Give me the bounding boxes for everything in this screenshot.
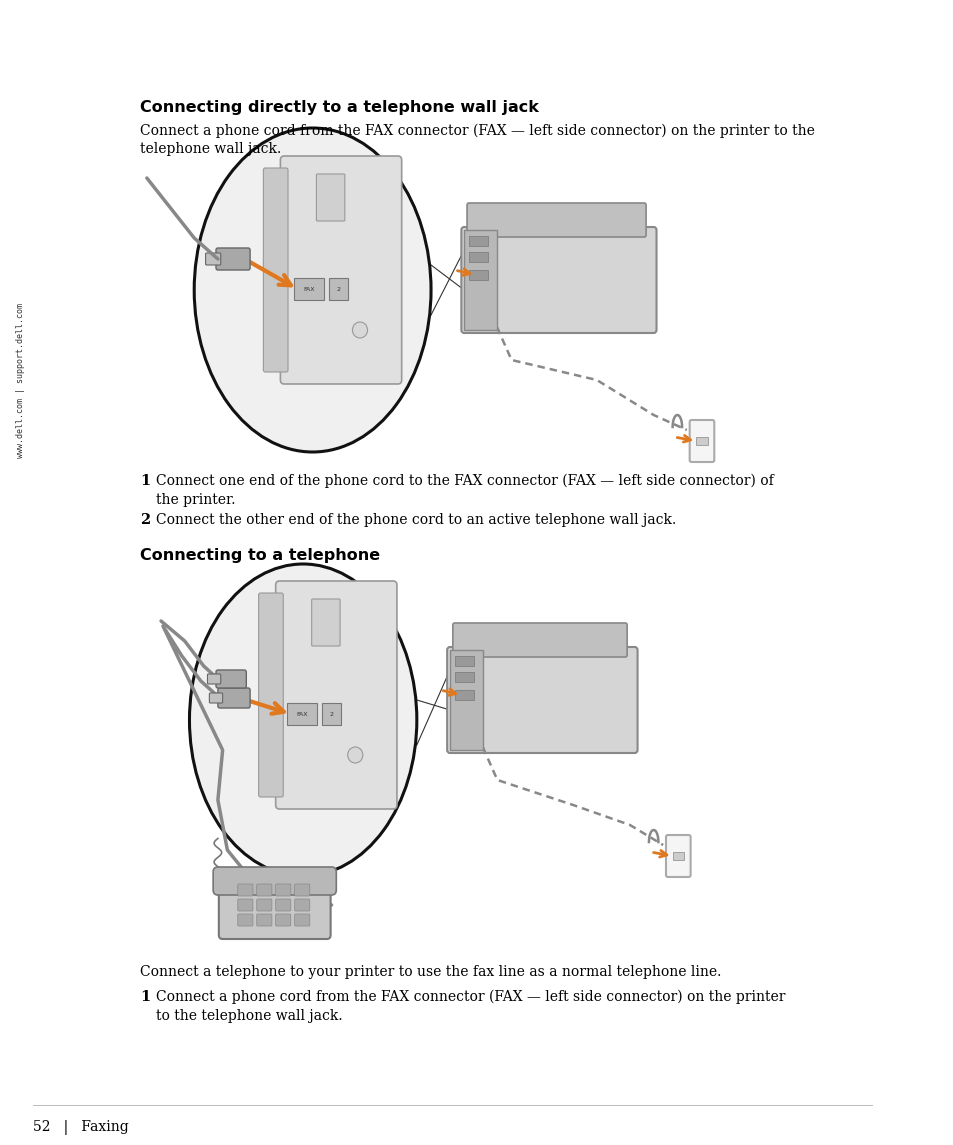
FancyBboxPatch shape [467,203,645,237]
FancyBboxPatch shape [294,914,310,926]
Text: the printer.: the printer. [156,493,235,507]
FancyBboxPatch shape [469,252,487,262]
Circle shape [352,322,367,338]
FancyBboxPatch shape [205,253,220,264]
FancyBboxPatch shape [294,884,310,897]
FancyBboxPatch shape [329,278,347,300]
FancyBboxPatch shape [237,899,253,911]
Text: Connect a phone cord from the FAX connector (‫FAX‬ — left side connector) on the: Connect a phone cord from the FAX connec… [140,124,814,139]
FancyBboxPatch shape [237,884,253,897]
Text: Connecting to a telephone: Connecting to a telephone [140,548,380,563]
FancyBboxPatch shape [275,581,396,810]
FancyBboxPatch shape [280,156,401,384]
Text: Connect the other end of the phone cord to an active telephone wall jack.: Connect the other end of the phone cord … [156,513,676,527]
FancyBboxPatch shape [237,914,253,926]
Text: FAX: FAX [303,286,314,292]
FancyBboxPatch shape [275,914,291,926]
FancyBboxPatch shape [207,674,220,684]
FancyBboxPatch shape [215,670,246,688]
FancyBboxPatch shape [256,914,272,926]
Circle shape [347,747,362,763]
FancyBboxPatch shape [453,623,626,657]
FancyBboxPatch shape [263,168,288,372]
FancyBboxPatch shape [209,693,222,703]
FancyBboxPatch shape [316,174,344,221]
Text: www.dell.com | support.dell.com: www.dell.com | support.dell.com [16,302,26,458]
FancyBboxPatch shape [696,437,707,445]
Text: FAX: FAX [296,711,308,717]
FancyBboxPatch shape [322,703,340,725]
FancyBboxPatch shape [672,852,683,860]
Text: to the telephone wall jack.: to the telephone wall jack. [156,1009,342,1022]
FancyBboxPatch shape [256,899,272,911]
Text: 2: 2 [140,513,151,527]
FancyBboxPatch shape [447,647,637,753]
FancyBboxPatch shape [450,650,482,750]
Ellipse shape [190,564,416,876]
FancyBboxPatch shape [294,899,310,911]
FancyBboxPatch shape [218,881,331,939]
FancyBboxPatch shape [689,420,714,461]
FancyBboxPatch shape [455,656,474,666]
FancyBboxPatch shape [461,227,656,333]
Text: Connect one end of the phone cord to the FAX connector (‫FAX‬ — left side connec: Connect one end of the phone cord to the… [156,474,773,489]
Text: 1: 1 [140,474,151,488]
Text: 1: 1 [140,990,151,1004]
Text: 2: 2 [329,711,334,717]
FancyBboxPatch shape [469,236,487,246]
Text: telephone wall jack.: telephone wall jack. [140,142,281,156]
FancyBboxPatch shape [455,690,474,700]
FancyBboxPatch shape [665,835,690,877]
Text: Connect a telephone to your printer to use the fax line as a normal telephone li: Connect a telephone to your printer to u… [140,965,720,979]
Text: Connecting directly to a telephone wall jack: Connecting directly to a telephone wall … [140,100,538,115]
FancyBboxPatch shape [312,599,339,646]
Ellipse shape [194,128,431,452]
FancyBboxPatch shape [258,593,283,797]
FancyBboxPatch shape [275,884,291,897]
FancyBboxPatch shape [256,884,272,897]
FancyBboxPatch shape [215,248,250,270]
FancyBboxPatch shape [213,867,336,895]
FancyBboxPatch shape [464,230,497,330]
FancyBboxPatch shape [469,270,487,281]
FancyBboxPatch shape [217,688,250,708]
Text: 52   |   Faxing: 52 | Faxing [33,1120,129,1135]
Text: Connect a phone cord from the FAX connector (‫FAX‬ — left side connector) on the: Connect a phone cord from the FAX connec… [156,990,785,1004]
Text: 2: 2 [335,286,340,292]
FancyBboxPatch shape [294,278,324,300]
FancyBboxPatch shape [455,672,474,682]
FancyBboxPatch shape [275,899,291,911]
FancyBboxPatch shape [287,703,317,725]
